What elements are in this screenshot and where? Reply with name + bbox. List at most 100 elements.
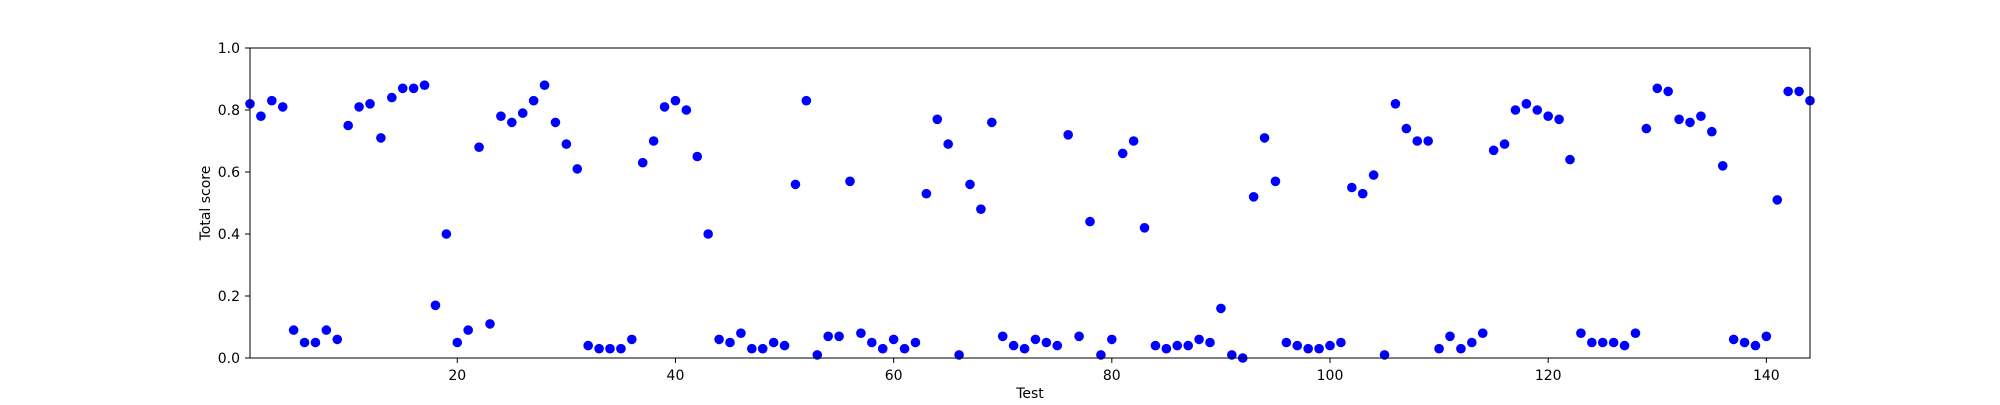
y-tick-label: 0.2 <box>218 289 240 305</box>
data-point <box>1052 340 1063 351</box>
data-point <box>725 337 735 348</box>
data-point <box>1467 337 1477 348</box>
data-point <box>757 343 768 354</box>
data-point <box>1227 350 1237 360</box>
data-point <box>1150 340 1161 351</box>
data-point <box>1128 136 1139 146</box>
data-point <box>267 95 277 106</box>
data-point <box>1434 343 1444 354</box>
data-point <box>572 164 583 174</box>
data-point <box>1641 123 1652 134</box>
data-point <box>1336 337 1346 348</box>
data-point <box>954 350 964 360</box>
data-point <box>692 151 703 162</box>
data-point <box>1663 86 1673 97</box>
data-point <box>1794 86 1804 97</box>
data-point <box>1281 337 1292 348</box>
data-point <box>1401 123 1412 134</box>
data-point <box>1270 176 1281 187</box>
data-point <box>1019 343 1030 354</box>
data-point <box>1008 340 1019 351</box>
y-axis-label: Total score <box>198 166 214 242</box>
data-point <box>1728 334 1739 345</box>
data-point <box>1674 114 1684 125</box>
data-point <box>485 319 495 329</box>
x-axis: 20 40 60 80 100 120 140 <box>448 358 1780 384</box>
data-point <box>1030 334 1041 345</box>
data-point <box>1477 328 1488 339</box>
y-tick-label: 0.4 <box>218 227 240 243</box>
data-point <box>376 133 386 143</box>
data-point <box>1303 343 1313 354</box>
data-point <box>736 328 746 339</box>
data-point <box>921 188 932 199</box>
data-point <box>430 300 441 311</box>
data-point <box>1183 340 1193 351</box>
data-point <box>1259 133 1270 143</box>
data-point <box>321 325 332 335</box>
data-point <box>867 337 877 348</box>
data-point <box>1499 139 1510 149</box>
data-point <box>277 102 288 112</box>
data-point <box>670 95 681 106</box>
data-point <box>1412 136 1423 146</box>
data-point <box>561 139 572 149</box>
data-point <box>637 157 648 168</box>
data-point <box>1685 117 1695 128</box>
data-point <box>583 340 593 351</box>
data-point <box>397 83 408 94</box>
data-point <box>550 117 561 128</box>
x-tick-label: 120 <box>1535 368 1562 384</box>
data-point <box>1216 303 1226 314</box>
data-point <box>648 136 659 146</box>
data-point <box>1357 188 1368 199</box>
data-point <box>1750 340 1761 351</box>
data-point <box>1347 182 1357 193</box>
data-point <box>1456 343 1466 354</box>
data-point <box>616 343 626 354</box>
data-point <box>463 325 473 335</box>
data-point <box>1085 216 1095 227</box>
data-point <box>1390 99 1401 109</box>
data-point <box>1652 83 1663 94</box>
data-point <box>1619 340 1630 351</box>
data-point <box>703 229 713 239</box>
data-point <box>1510 105 1521 115</box>
data-point <box>823 331 833 342</box>
data-point <box>790 179 801 190</box>
data-point <box>387 92 397 103</box>
data-point <box>1521 99 1532 109</box>
data-point <box>474 142 484 152</box>
data-point <box>987 117 997 128</box>
y-tick-label: 0.6 <box>218 165 240 181</box>
data-point <box>517 108 528 118</box>
data-point <box>1205 337 1215 348</box>
data-point <box>1074 331 1084 342</box>
data-point <box>1139 223 1150 233</box>
data-point <box>997 331 1008 342</box>
data-point <box>1325 340 1335 351</box>
data-point <box>965 179 975 190</box>
data-point <box>932 114 943 125</box>
data-point <box>1172 340 1183 351</box>
data-point <box>1096 350 1106 360</box>
y-tick-label: 0.0 <box>218 351 240 367</box>
data-point <box>452 337 463 348</box>
data-point <box>877 343 888 354</box>
x-tick-label: 80 <box>1103 368 1121 384</box>
data-point <box>681 105 692 115</box>
data-point <box>627 334 637 345</box>
data-point <box>747 343 757 354</box>
data-point <box>1576 328 1586 339</box>
data-point <box>1161 343 1172 354</box>
data-point <box>1063 130 1073 140</box>
data-point <box>856 328 866 339</box>
data-point <box>845 176 855 187</box>
data-point <box>1423 136 1433 146</box>
data-point <box>1248 192 1259 202</box>
data-point <box>1107 334 1117 345</box>
data-point <box>1717 161 1728 171</box>
x-tick-label: 40 <box>667 368 685 384</box>
